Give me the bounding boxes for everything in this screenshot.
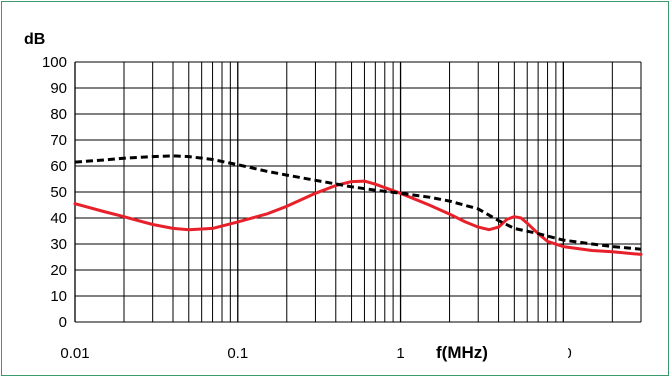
x-tick-label: 0.01 [60,345,89,362]
x-label-background [510,338,568,368]
series-line-dashed-black [74,154,642,251]
y-tick-label: 30 [50,236,67,253]
x-axis-label: f(MHz) [436,343,488,362]
grid-lines [74,61,642,323]
y-axis-label: dB [24,31,45,48]
y-tick-label: 0 [59,314,67,331]
y-tick-label: 60 [50,158,67,175]
y-tick-label: 90 [50,80,67,97]
x-tick-label: 0.1 [227,345,248,362]
y-tick-label: 20 [50,262,67,279]
y-tick-label: 10 [50,288,67,305]
y-tick-label: 80 [50,106,67,123]
y-tick-label: 100 [42,54,67,71]
y-tick-label: 50 [50,184,67,201]
x-tick-label: 1 [396,345,404,362]
y-tick-label: 70 [50,132,67,149]
series-line-solid-red [73,179,643,256]
y-tick-label: 40 [50,210,67,227]
